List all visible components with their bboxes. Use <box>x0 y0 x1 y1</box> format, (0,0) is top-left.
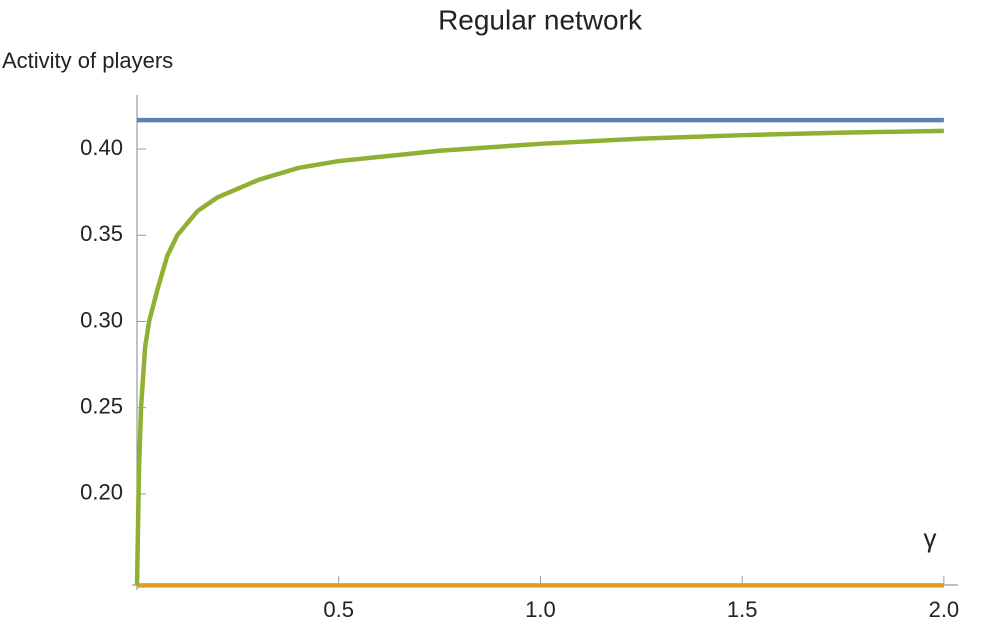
x-tick-label: 1.0 <box>525 597 556 622</box>
y-tick-label: 0.20 <box>80 480 123 505</box>
x-axis-label: γ <box>924 523 937 553</box>
x-tick-label: 2.0 <box>929 597 960 622</box>
chart-title: Regular network <box>438 4 643 35</box>
y-tick-label: 0.30 <box>80 307 123 332</box>
x-tick-label: 0.5 <box>323 597 354 622</box>
y-tick-label: 0.35 <box>80 221 123 246</box>
x-tick-label: 1.5 <box>727 597 758 622</box>
y-tick-label: 0.40 <box>80 135 123 160</box>
y-axis-label: Activity of players <box>2 48 173 73</box>
line-series <box>134 128 944 586</box>
y-tick-label: 0.25 <box>80 394 123 419</box>
